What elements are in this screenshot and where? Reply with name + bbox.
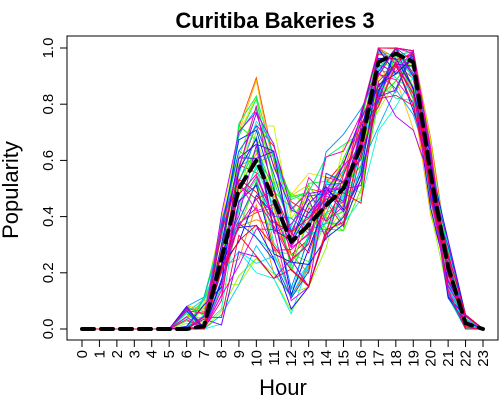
background-series-line [82, 53, 484, 330]
background-series-line [82, 50, 483, 330]
x-tick-label: 7 [196, 350, 213, 358]
background-series-line [82, 50, 484, 330]
x-tick-label: 2 [109, 350, 126, 358]
x-tick-label: 4 [144, 350, 161, 358]
x-tick-label: 20 [423, 350, 440, 367]
x-tick-label: 23 [475, 350, 492, 367]
background-series-line [82, 52, 483, 330]
background-series-line [82, 52, 483, 330]
x-tick-label: 0 [74, 350, 91, 358]
background-series-line [82, 51, 484, 330]
background-series-group [82, 46, 484, 331]
y-axis-title: Popularity [0, 141, 23, 239]
background-series-line [82, 51, 483, 330]
x-tick-label: 11 [266, 350, 283, 366]
x-axis: 0 1 2 3 4 5 6 7 8 9 10 11 12 13 14 15 16 17 18 19 20 21 22 23 [74, 339, 492, 367]
x-tick-label: 21 [440, 350, 457, 367]
x-tick-label: 14 [318, 350, 335, 367]
x-tick-label: 9 [231, 350, 248, 358]
x-tick-label: 22 [458, 350, 475, 367]
x-tick-label: 3 [126, 350, 143, 358]
x-tick-label: 16 [353, 350, 370, 367]
x-tick-label: 12 [283, 350, 300, 367]
x-tick-label: 13 [301, 350, 318, 367]
y-tick-label: 0.4 [40, 206, 57, 227]
x-tick-label: 18 [388, 350, 405, 367]
y-tick-label: 1.0 [40, 38, 57, 59]
x-tick-label: 19 [405, 350, 422, 367]
y-tick-label: 0.8 [40, 94, 57, 115]
x-axis-title: Hour [259, 375, 307, 400]
y-axis: 0.0 0.2 0.4 0.6 0.8 1.0 [40, 38, 68, 340]
mean-series-group [80, 51, 485, 331]
y-tick-label: 0.0 [40, 319, 57, 340]
y-tick-label: 0.2 [40, 262, 57, 283]
x-tick-label: 17 [370, 350, 387, 367]
background-series-line [82, 52, 483, 330]
mean-series-line [80, 51, 485, 331]
chart-title: Curitiba Bakeries 3 [175, 8, 374, 33]
x-tick-label: 1 [91, 350, 108, 358]
x-tick-label: 10 [248, 350, 265, 367]
x-tick-label: 6 [179, 350, 196, 358]
x-tick-label: 8 [213, 350, 230, 358]
y-tick-label: 0.6 [40, 150, 57, 171]
x-tick-label: 15 [336, 350, 353, 367]
x-tick-label: 5 [161, 350, 178, 358]
background-series-line [82, 53, 483, 330]
background-series-line [82, 50, 483, 330]
background-series-line [82, 53, 483, 330]
